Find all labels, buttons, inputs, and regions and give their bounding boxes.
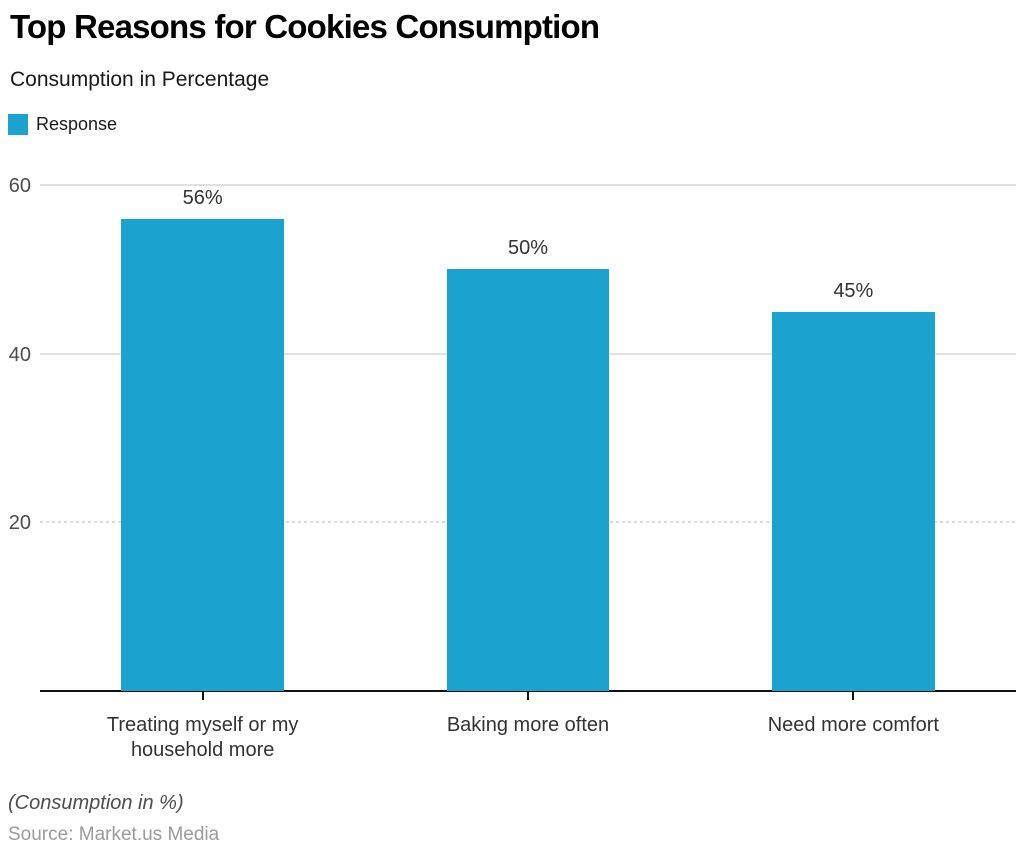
y-axis-tick-label: 60 xyxy=(8,175,31,197)
footnote: (Consumption in %) xyxy=(8,792,184,814)
bar-value-label: 50% xyxy=(507,237,549,260)
x-axis-tick xyxy=(201,692,204,700)
x-axis-line xyxy=(40,690,1016,692)
chart-title: Top Reasons for Cookies Consumption xyxy=(10,8,600,45)
x-axis-tick xyxy=(527,692,529,700)
x-axis-category-label: Treating myself or my household more xyxy=(106,714,299,761)
bar-value-label: 56% xyxy=(182,186,223,209)
bar-2 xyxy=(772,311,935,691)
legend-swatch xyxy=(8,114,28,135)
bar-value-label: 45% xyxy=(833,279,874,302)
bar-0 xyxy=(121,218,284,691)
y-axis-tick-label: 20 xyxy=(8,512,31,535)
chart-subtitle: Consumption in Percentage xyxy=(10,68,270,91)
x-axis-category-label: Need more comfort xyxy=(767,714,939,736)
x-axis-tick xyxy=(852,692,855,700)
y-axis-tick-label: 40 xyxy=(8,343,31,366)
plot-area: 20 40 60 56% Treating myself or my household… xyxy=(9,176,1016,761)
x-axis-category-label: Baking more often xyxy=(446,714,610,736)
legend-label: Response xyxy=(36,114,118,134)
source-credit: Source: Market.us Media xyxy=(8,824,220,845)
legend: Response xyxy=(8,114,117,135)
gridline-60 xyxy=(40,184,1016,186)
bar-1 xyxy=(446,269,610,691)
